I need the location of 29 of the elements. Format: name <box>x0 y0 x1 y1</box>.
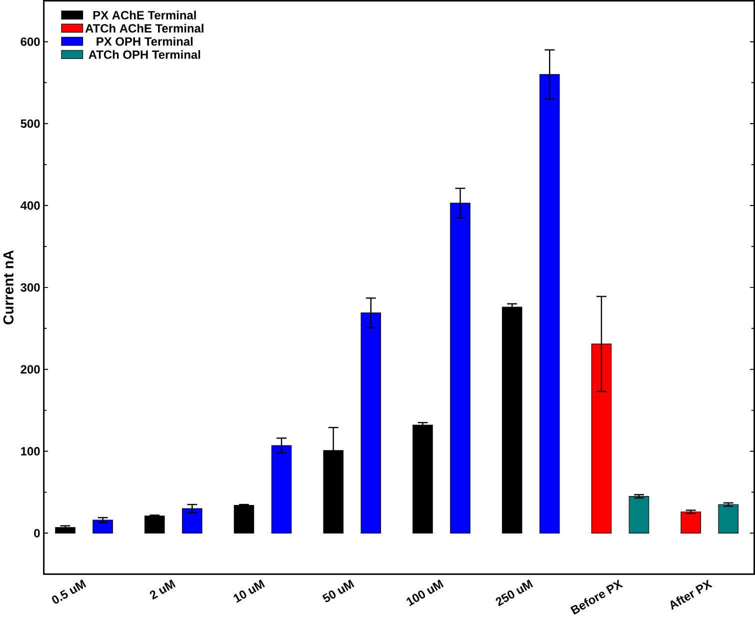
y-tick-label: 400 <box>20 201 40 210</box>
y-tick-label: 100 <box>21 447 40 456</box>
legend-label: PX AChE Terminal <box>93 10 196 20</box>
y-tick-label: 0 <box>34 529 40 538</box>
x-tick-label: After PX <box>670 580 713 610</box>
y-tick-label: 500 <box>20 120 40 128</box>
x-tick-label: 2 uM <box>150 580 176 600</box>
bar <box>92 520 113 534</box>
bar <box>55 527 76 534</box>
y-tick-label: 200 <box>20 365 40 374</box>
x-tick-label: 250 uM <box>496 580 534 606</box>
bar <box>144 516 165 534</box>
bar <box>718 504 738 534</box>
bar <box>234 505 254 534</box>
legend-label: ATCh OPH Terminal <box>88 50 200 60</box>
y-axis-title: Current nA <box>3 250 14 324</box>
bar <box>182 508 202 534</box>
x-tick-label: 10 uM <box>234 580 265 603</box>
y-tick-label: 600 <box>20 38 40 46</box>
bar <box>628 496 650 534</box>
legend-label: PX OPH Terminal <box>96 37 193 46</box>
bar <box>412 424 433 534</box>
x-tick-label: 100 uM <box>406 580 444 606</box>
y-tick-label: 300 <box>20 283 40 292</box>
x-tick-label: 50 uM <box>322 580 354 602</box>
bar <box>502 306 522 534</box>
bar <box>680 512 701 534</box>
legend-label: ATCh AChE Terminal <box>85 24 204 33</box>
x-tick-label: 0.5 uM <box>52 580 86 604</box>
